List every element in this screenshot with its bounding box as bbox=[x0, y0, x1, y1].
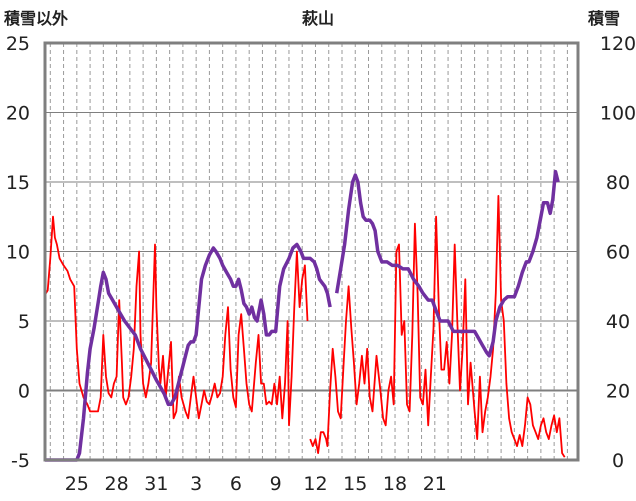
x-tick-label: 21 bbox=[423, 473, 447, 495]
right-y-tick-label: 120 bbox=[600, 33, 636, 55]
left-y-tick-labels: -5 0 5 10 15 20 25 bbox=[6, 33, 30, 472]
x-tick-label: 6 bbox=[230, 473, 242, 495]
x-tick-label: 12 bbox=[303, 473, 327, 495]
x-tick-label: 28 bbox=[105, 473, 129, 495]
right-y-tick-label: 20 bbox=[606, 381, 630, 403]
x-tick-label: 18 bbox=[383, 473, 407, 495]
left-y-tick-label: 5 bbox=[18, 311, 30, 333]
left-y-tick-label: 0 bbox=[18, 381, 30, 403]
series-group bbox=[44, 169, 566, 462]
right-axis-title: 積雪 bbox=[587, 9, 620, 28]
chart-title: 萩山 bbox=[301, 9, 334, 28]
left-y-tick-label: -5 bbox=[11, 450, 30, 472]
left-y-tick-label: 15 bbox=[6, 172, 30, 194]
left-y-tick-label: 25 bbox=[6, 33, 30, 55]
series-left-line-1 bbox=[309, 194, 566, 458]
series-right-line-1 bbox=[334, 169, 560, 358]
right-y-tick-label: 100 bbox=[600, 103, 636, 125]
plot-frame bbox=[43, 41, 580, 462]
series-left-line-0 bbox=[44, 215, 309, 427]
series-right-line-0 bbox=[45, 242, 332, 462]
left-y-tick-label: 10 bbox=[6, 242, 30, 264]
x-tick-labels: 25 28 31 3 6 9 12 15 18 21 bbox=[65, 473, 447, 495]
right-y-tick-labels: 0 20 40 60 80 100 120 bbox=[600, 33, 636, 472]
grid-lines bbox=[45, 43, 578, 460]
x-tick-label: 25 bbox=[65, 473, 89, 495]
x-tick-label: 15 bbox=[343, 473, 367, 495]
x-tick-label: 3 bbox=[190, 473, 202, 495]
x-tick-label: 9 bbox=[270, 473, 282, 495]
right-y-tick-label: 0 bbox=[612, 450, 624, 472]
right-y-tick-label: 40 bbox=[606, 311, 630, 333]
right-y-tick-label: 60 bbox=[606, 242, 630, 264]
left-axis-title: 積雪以外 bbox=[3, 9, 68, 28]
right-y-tick-label: 80 bbox=[606, 172, 630, 194]
x-tick-label: 31 bbox=[144, 473, 168, 495]
left-y-tick-label: 20 bbox=[6, 103, 30, 125]
